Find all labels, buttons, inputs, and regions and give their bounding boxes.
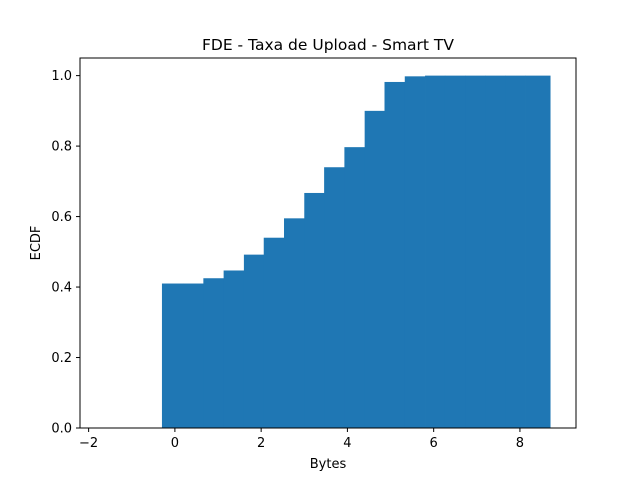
y-tick-label-0: 0.0 bbox=[51, 422, 72, 437]
x-tick-label-5: 8 bbox=[516, 436, 524, 451]
y-axis-label: ECDF bbox=[29, 226, 44, 261]
bar-18 bbox=[525, 75, 551, 428]
bar-0 bbox=[161, 283, 184, 428]
bar-13 bbox=[425, 75, 446, 428]
bar-3 bbox=[223, 270, 245, 428]
bar-17 bbox=[505, 75, 526, 428]
y-tick-label-4: 0.8 bbox=[51, 140, 72, 155]
x-tick-label-0: −2 bbox=[79, 436, 98, 451]
bar-1 bbox=[183, 283, 204, 428]
x-tick-label-1: 0 bbox=[171, 436, 179, 451]
y-tick-label-2: 0.4 bbox=[51, 281, 72, 296]
bar-14 bbox=[444, 75, 466, 428]
x-tick-label-3: 4 bbox=[343, 436, 351, 451]
bar-10 bbox=[364, 110, 385, 428]
bar-9 bbox=[344, 147, 366, 428]
y-axis-ticks: 0.0 0.2 0.4 0.6 0.8 1.0 bbox=[51, 69, 80, 437]
bar-5 bbox=[263, 237, 285, 428]
bar-2 bbox=[203, 278, 225, 428]
plot-frame bbox=[79, 57, 577, 429]
bar-11 bbox=[384, 81, 406, 428]
x-tick-label-2: 2 bbox=[257, 436, 265, 451]
y-tick-label-1: 0.2 bbox=[51, 351, 72, 366]
bar-7 bbox=[304, 192, 325, 428]
bar-16 bbox=[485, 75, 506, 428]
y-tick-label-5: 1.0 bbox=[51, 69, 72, 84]
x-tick-label-4: 6 bbox=[430, 436, 438, 451]
bar-4 bbox=[243, 254, 265, 428]
bar-8 bbox=[324, 167, 345, 428]
bars bbox=[161, 75, 551, 429]
x-axis-label: Bytes bbox=[310, 457, 347, 472]
bar-15 bbox=[465, 75, 486, 428]
bar-12 bbox=[404, 76, 426, 429]
bar-6 bbox=[284, 218, 305, 428]
y-tick-label-3: 0.6 bbox=[51, 210, 72, 225]
chart-title: FDE - Taxa de Upload - Smart TV bbox=[202, 36, 454, 54]
x-axis-ticks: −2 0 2 4 6 8 bbox=[79, 428, 524, 451]
